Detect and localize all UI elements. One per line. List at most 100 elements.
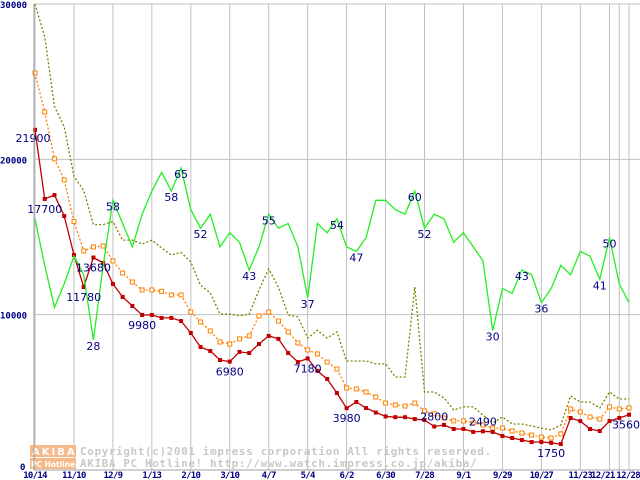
data-label-min: 2800 [420,411,448,424]
point-average [597,416,603,422]
point-min [110,281,115,286]
point-min [480,429,485,434]
data-label-shops: 54 [330,219,344,232]
point-average [441,415,447,421]
series-line-max [34,3,629,431]
point-average [295,340,301,346]
point-min [432,424,437,429]
logo-top-box [30,445,76,457]
point-average [344,385,350,391]
point-average [373,394,379,400]
data-label-shops: 52 [194,228,208,241]
point-min [373,410,378,415]
point-average [110,258,116,264]
data-labels: 21900 17700 11780 13680 9980 6980 7180 3980 2800… [16,132,640,460]
logo-bottom-box [30,458,76,469]
point-average [558,431,564,437]
point-average [538,434,544,440]
point-average [266,309,272,315]
series-line-shops [34,165,630,340]
point-min [42,196,47,201]
point-average [314,351,320,357]
data-label-min: 2490 [469,415,497,428]
x-tick-label: 9/1 [456,471,470,480]
point-min [159,315,164,320]
point-min [325,376,330,381]
point-average [61,177,67,183]
point-min [315,368,320,373]
data-label-shops: 43 [515,270,529,283]
x-tick-label: 7/28 [415,471,434,480]
point-min [500,433,505,438]
x-tick-label: 10/27 [530,471,554,480]
point-min [33,127,37,132]
x-tick-label: 11/23 [569,471,593,480]
point-average [587,414,593,420]
point-average [139,287,145,293]
grid [34,3,640,470]
point-min [617,415,622,420]
point-min [412,417,417,422]
point-min [558,442,563,447]
point-min [490,429,495,434]
point-min [286,351,291,356]
site-url-text: AKIBA PC Hotline! http://www.watch.impre… [80,457,477,470]
point-average [178,292,184,298]
x-tick-label: 5/4 [301,471,316,480]
point-average [353,386,359,392]
point-average [71,218,77,224]
point-min [198,344,203,349]
point-average [188,309,194,315]
x-tick-label: 6/2 [340,471,354,480]
x-tick-label: 2/10 [181,471,200,480]
point-min [52,193,57,198]
point-average [334,366,340,372]
point-min [344,406,349,411]
point-min [627,412,631,417]
x-tick-label: 1/13 [142,471,161,480]
data-label-min: 11780 [66,291,101,304]
point-average [626,405,632,411]
point-average [577,409,583,415]
y-tick-label: 0 [20,463,25,473]
point-average [324,359,330,365]
point-average [246,333,252,339]
x-tick-label: 9/29 [493,471,512,480]
point-average [392,402,398,408]
x-tick-label: 12/9 [103,471,122,480]
point-average [275,318,281,324]
point-average [460,418,466,424]
watermark: AKIBA PC Hotline! Copyright(c)2001 impre… [30,445,491,470]
point-min [519,438,524,443]
point-average [431,411,437,417]
point-min [422,417,427,422]
point-min [461,426,466,431]
point-min [510,436,515,441]
point-average [470,420,476,426]
point-average [256,313,262,319]
point-average [227,341,233,347]
point-average [149,287,155,293]
point-min [354,399,359,404]
point-average [236,336,242,342]
point-average [519,430,525,436]
point-min [247,351,252,356]
data-label-shops: 41 [593,279,607,292]
x-tick-label: 12/21 [591,471,615,480]
point-min [81,285,86,290]
point-average [51,156,57,162]
point-average [198,319,204,325]
logo-bottom-text: PC Hotline! [31,460,79,469]
point-average [285,329,291,335]
point-average [81,248,87,254]
point-min [383,414,388,419]
point-min [169,315,174,320]
x-tick-label: 12/28 [616,471,640,480]
point-min [237,349,242,354]
data-label-min: 9980 [128,319,156,332]
data-label-min: 17700 [27,203,62,216]
data-label-shops: 30 [486,331,500,344]
data-label-shops: 52 [418,228,432,241]
series-layer [32,3,632,447]
